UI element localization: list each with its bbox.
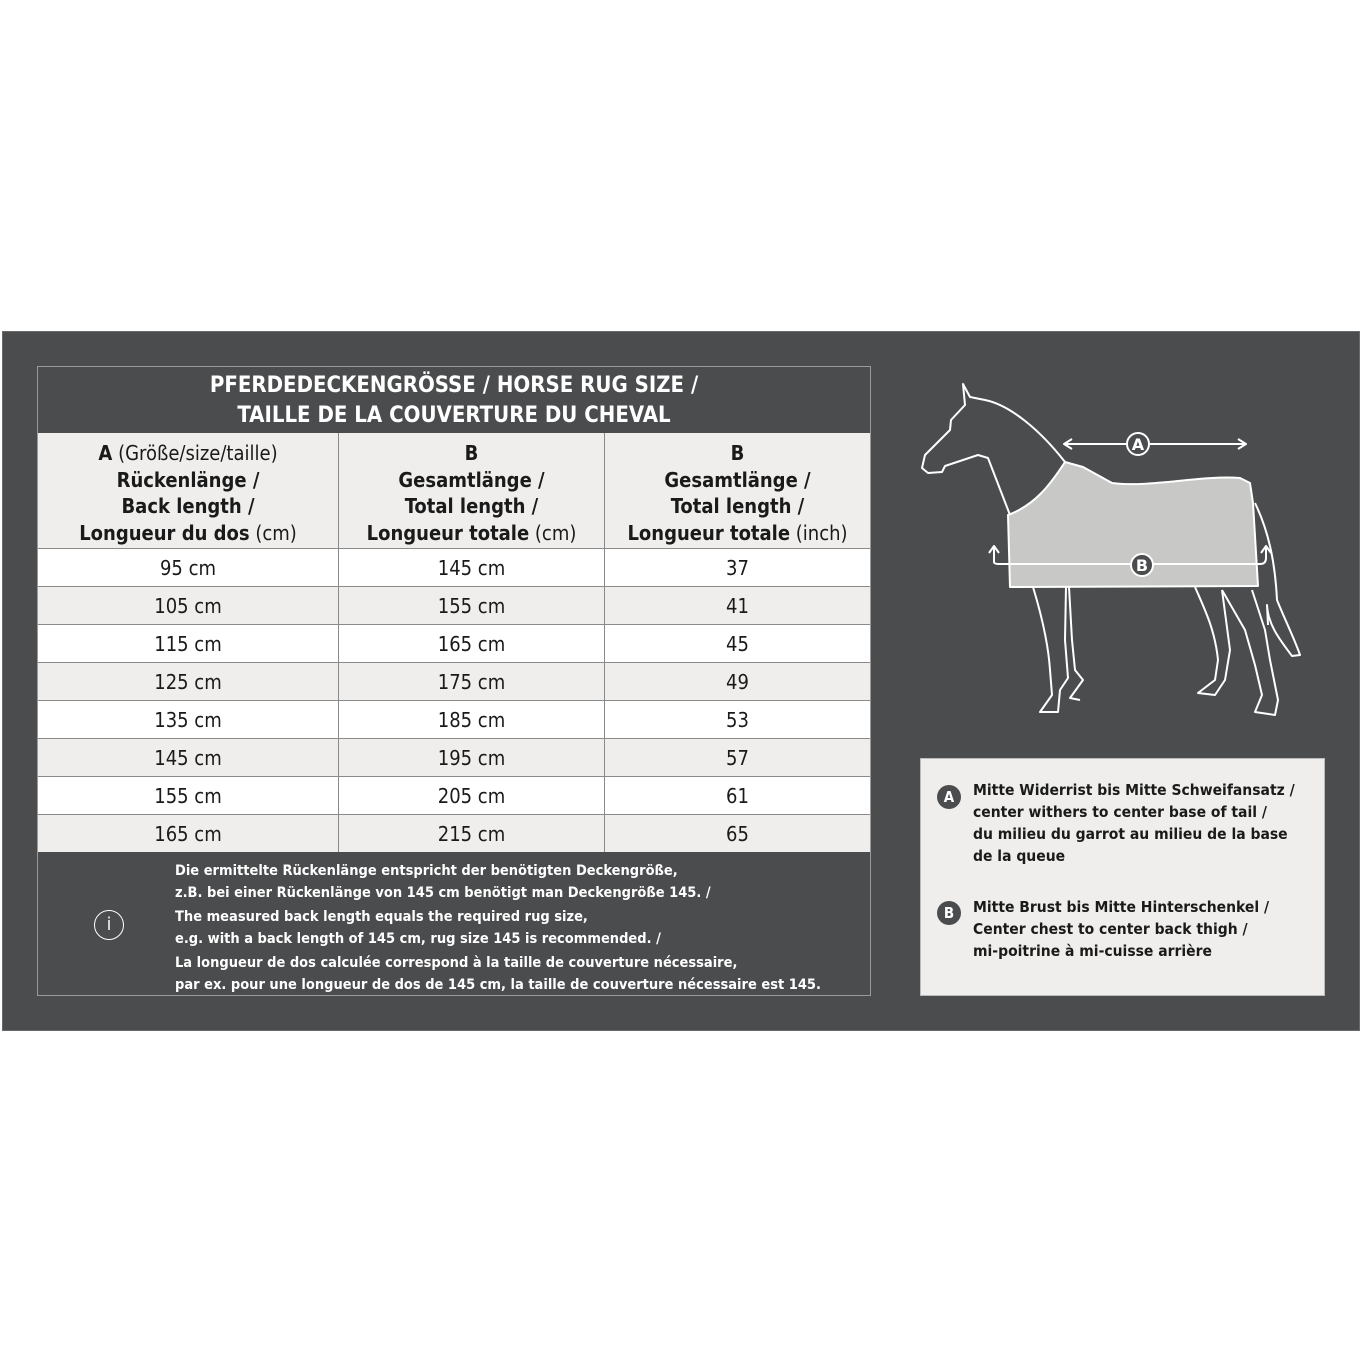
info-note: i Die ermittelte Rückenlänge entspricht …	[38, 852, 870, 995]
title-line: TAILLE DE LA COUVERTURE DU CHEVAL	[237, 403, 671, 428]
table-cell: 37	[726, 556, 749, 580]
table-cell: 41	[726, 594, 749, 618]
table-cell: 95 cm	[38, 549, 339, 587]
column-header-total-length-inch: B Gesamtlänge / Total length / Longueur t…	[627, 441, 848, 545]
badge-b-icon: B	[937, 901, 961, 925]
table-row: 115 cm 165 cm 45	[38, 624, 870, 663]
table-cell: 53	[726, 708, 749, 732]
table-row: 165 cm 215 cm 65	[38, 814, 870, 853]
table-cell: 175 cm	[339, 663, 605, 701]
table-cell: 49	[726, 670, 749, 694]
horse-tail-outline	[1254, 502, 1301, 657]
table-cell: 57	[726, 746, 749, 770]
table-cell: 65	[726, 822, 749, 846]
horse-hind-legs-outline	[1194, 586, 1279, 716]
svg-text:A: A	[1132, 435, 1145, 454]
table-body: 95 cm 145 cm 37 105 cm 155 cm 41 115 cm 165 cm 4…	[38, 548, 870, 853]
table-title: PFERDEDECKENGRÖSSE / HORSE RUG SIZE / TA…	[38, 367, 870, 433]
table-cell: 105 cm	[38, 587, 339, 625]
horse-head-neck-outline	[921, 383, 1066, 516]
note-line: La longueur de dos calculée correspond à…	[175, 955, 738, 971]
table-cell: 165 cm	[38, 815, 339, 853]
table-row: 105 cm 155 cm 41	[38, 586, 870, 625]
table-cell: 61	[726, 784, 749, 808]
table-cell: 195 cm	[339, 739, 605, 777]
note-line: par ex. pour une longueur de dos de 145 …	[175, 977, 821, 993]
note-line: Die ermittelte Rückenlänge entspricht de…	[175, 863, 678, 879]
badge-a-icon: A	[937, 785, 961, 809]
title-line: PFERDEDECKENGRÖSSE / HORSE RUG SIZE /	[209, 373, 699, 398]
table-cell: 165 cm	[339, 625, 605, 663]
size-table: PFERDEDECKENGRÖSSE / HORSE RUG SIZE / TA…	[37, 366, 871, 996]
table-cell: 155 cm	[339, 587, 605, 625]
table-cell: 145 cm	[38, 739, 339, 777]
svg-text:B: B	[1136, 556, 1148, 575]
legend-item-b: B Mitte Brust bis Mitte Hinterschenkel /…	[937, 896, 1269, 962]
info-icon: i	[94, 910, 124, 940]
table-cell: 125 cm	[38, 663, 339, 701]
table-row: 145 cm 195 cm 57	[38, 738, 870, 777]
table-cell: 185 cm	[339, 701, 605, 739]
table-row: 125 cm 175 cm 49	[38, 662, 870, 701]
table-row: 135 cm 185 cm 53	[38, 700, 870, 739]
note-line: z.B. bei einer Rückenlänge von 145 cm be…	[175, 885, 711, 901]
column-header-total-length-cm: B Gesamtlänge / Total length / Longueur t…	[339, 433, 605, 548]
legend-item-a: A Mitte Widerrist bis Mitte Schweifansat…	[937, 779, 1295, 867]
table-cell: 135 cm	[38, 701, 339, 739]
horse-diagram: A B	[921, 383, 1301, 716]
table-cell: 205 cm	[339, 777, 605, 815]
measure-a-arrow: A	[1063, 432, 1247, 456]
table-cell: 115 cm	[38, 625, 339, 663]
table-row: 95 cm 145 cm 37	[38, 548, 870, 587]
table-header: A (Größe/size/taille) Rückenlänge / Back …	[38, 433, 870, 548]
measure-b-arrow: B	[988, 545, 1272, 577]
measurement-legend: A Mitte Widerrist bis Mitte Schweifansat…	[920, 758, 1325, 996]
table-cell: 215 cm	[339, 815, 605, 853]
note-line: e.g. with a back length of 145 cm, rug s…	[175, 931, 661, 947]
table-cell: 145 cm	[339, 549, 605, 587]
rug-shape	[1007, 461, 1259, 588]
table-cell: 155 cm	[38, 777, 339, 815]
table-row: 155 cm 205 cm 61	[38, 776, 870, 815]
horse-front-legs-outline	[1032, 586, 1084, 713]
table-cell: 45	[726, 632, 749, 656]
column-header-back-length: A (Größe/size/taille) Rückenlänge / Back …	[38, 433, 339, 548]
note-line: The measured back length equals the requ…	[175, 909, 588, 925]
